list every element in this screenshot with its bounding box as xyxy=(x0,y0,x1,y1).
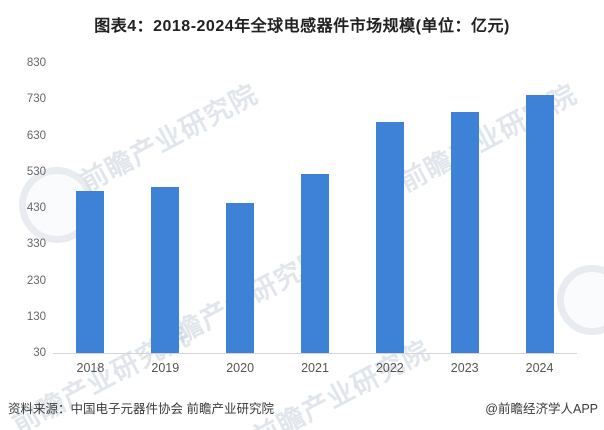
x-label-2022: 2022 xyxy=(375,361,404,375)
y-tick-130: 130 xyxy=(26,310,46,323)
watermark-text: 前瞻产业研究院 xyxy=(394,78,582,198)
y-tick-230: 230 xyxy=(26,274,46,287)
y-tick-730: 730 xyxy=(26,93,46,106)
x-label-2023: 2023 xyxy=(450,361,479,375)
x-label-2020: 2020 xyxy=(226,361,255,375)
bar-2020 xyxy=(226,202,255,353)
bar-2018 xyxy=(76,190,105,353)
x-axis-line xyxy=(53,353,577,354)
credit-text: @前瞻经济学人APP xyxy=(485,402,598,416)
y-tick-430: 430 xyxy=(26,202,46,214)
chart-title: 图表4：2018-2024年全球电感器件市场规模(单位：亿元) xyxy=(94,18,510,35)
x-label-2019: 2019 xyxy=(151,361,180,375)
x-label-2024: 2024 xyxy=(525,361,554,375)
y-tick-30: 30 xyxy=(33,347,46,359)
watermark-text: 前瞻产业研究院 xyxy=(75,78,263,198)
bar-2019 xyxy=(151,186,180,353)
x-label-2021: 2021 xyxy=(301,361,329,375)
bar-2022 xyxy=(375,121,404,353)
bar-2021 xyxy=(301,173,329,353)
y-tick-630: 630 xyxy=(26,129,46,142)
y-tick-830: 830 xyxy=(26,57,46,69)
y-tick-530: 530 xyxy=(26,165,46,178)
bar-2023 xyxy=(450,111,479,353)
watermark-logo-circle xyxy=(557,265,604,335)
x-label-2018: 2018 xyxy=(76,361,105,375)
bar-2024 xyxy=(525,95,554,353)
source-text: 资料来源：中国电子元器件协会 前瞻产业研究院 xyxy=(8,402,274,416)
y-tick-330: 330 xyxy=(26,238,46,251)
